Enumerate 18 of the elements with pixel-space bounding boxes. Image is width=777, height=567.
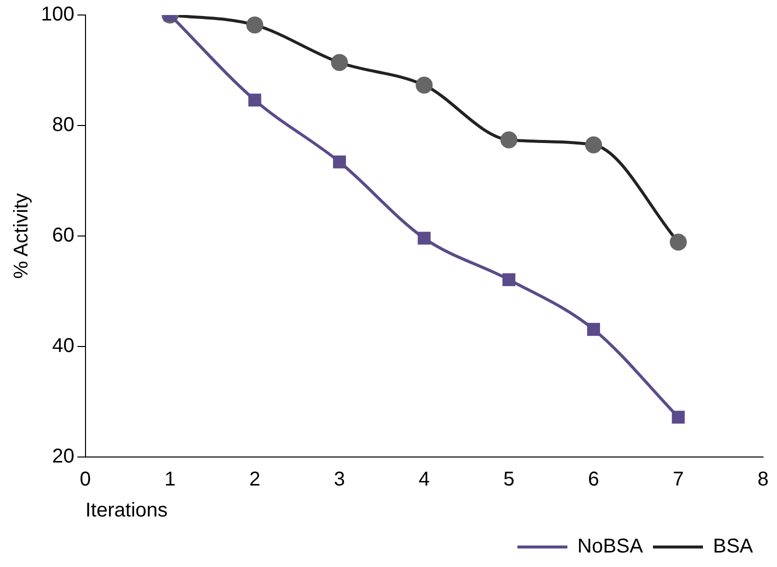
x-tick-label: 1 xyxy=(164,468,176,491)
x-tick-label: 2 xyxy=(249,468,260,491)
x-tick-label: 3 xyxy=(334,468,346,491)
y-tick-label: 40 xyxy=(52,335,74,358)
y-tick-label: 20 xyxy=(52,446,74,468)
x-tick-label: 5 xyxy=(503,468,514,491)
x-tick-label: 4 xyxy=(418,468,430,491)
y-tick-label: 60 xyxy=(52,224,74,247)
y-tick-label: 100 xyxy=(40,4,74,26)
x-tick-label: 6 xyxy=(588,468,600,491)
x-axis-title: Iterations xyxy=(85,500,168,522)
x-tick-label: 8 xyxy=(757,468,769,491)
x-tick-label: 0 xyxy=(80,468,91,491)
legend-label: NoBSA xyxy=(577,536,644,558)
y-axis-title: % Activity xyxy=(10,193,33,279)
legend-label: BSA xyxy=(712,536,754,558)
y-tick-label: 80 xyxy=(52,114,74,136)
x-tick-label: 7 xyxy=(672,468,684,491)
